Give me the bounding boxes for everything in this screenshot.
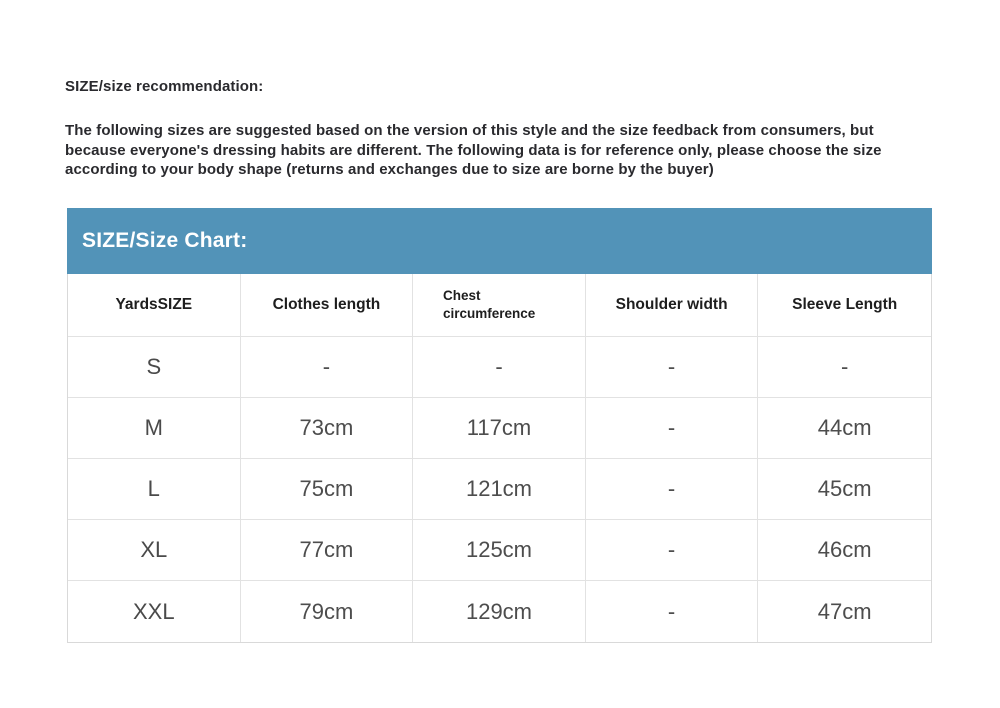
column-header-shoulder-width: Shoulder width (585, 274, 759, 337)
table-cell-size: XL (68, 520, 241, 581)
table-cell-chest: 117cm (413, 398, 586, 459)
table-cell-sleeve: 46cm (758, 520, 931, 581)
table-cell-shoulder: - (585, 581, 759, 642)
table-cell-clothes-length: 73cm (240, 398, 414, 459)
table-row-l: L 75cm 121cm - 45cm (68, 459, 931, 520)
table-cell-chest: 125cm (413, 520, 586, 581)
table-cell-shoulder: - (585, 459, 759, 520)
table-cell-sleeve: 44cm (758, 398, 931, 459)
column-header-label: Chest circumference (442, 288, 536, 321)
size-table: YardsSIZE Clothes length Chest circumfer… (67, 274, 932, 643)
table-cell-chest: 121cm (413, 459, 586, 520)
table-cell-shoulder: - (585, 337, 759, 398)
column-header-label: Clothes length (272, 296, 381, 313)
column-header-clothes-length: Clothes length (240, 274, 414, 337)
table-cell-sleeve: - (758, 337, 931, 398)
table-row-s: S - - - - (68, 337, 931, 398)
table-cell-sleeve: 47cm (758, 581, 931, 642)
table-cell-shoulder: - (585, 398, 759, 459)
table-cell-size: M (68, 398, 241, 459)
size-recommendation-title: SIZE/size recommendation: (65, 78, 264, 95)
table-cell-size: S (68, 337, 241, 398)
table-cell-clothes-length: 75cm (240, 459, 414, 520)
table-header-row: YardsSIZE Clothes length Chest circumfer… (68, 274, 931, 337)
column-header-yards-size: YardsSIZE (68, 274, 241, 337)
table-row-m: M 73cm 117cm - 44cm (68, 398, 931, 459)
size-recommendation-paragraph: The following sizes are suggested based … (65, 122, 882, 178)
column-header-sleeve-length: Sleeve Length (758, 274, 931, 337)
table-cell-clothes-length: 79cm (240, 581, 414, 642)
table-cell-chest: 129cm (413, 581, 586, 642)
column-header-label: Shoulder width (615, 296, 728, 313)
column-header-chest-circumference: Chest circumference (413, 274, 586, 337)
table-cell-size: XXL (68, 581, 241, 642)
table-cell-shoulder: - (585, 520, 759, 581)
table-cell-clothes-length: - (240, 337, 414, 398)
size-chart-section: SIZE/Size Chart: YardsSIZE Clothes lengt… (67, 208, 932, 643)
table-cell-chest: - (413, 337, 586, 398)
size-chart-title-bar: SIZE/Size Chart: (67, 208, 932, 274)
size-chart-title: SIZE/Size Chart: (82, 229, 248, 252)
table-cell-clothes-length: 77cm (240, 520, 414, 581)
column-header-label: Sleeve Length (792, 296, 898, 313)
table-cell-sleeve: 45cm (758, 459, 931, 520)
table-row-xl: XL 77cm 125cm - 46cm (68, 520, 931, 581)
table-cell-size: L (68, 459, 241, 520)
table-row-xxl: XXL 79cm 129cm - 47cm (68, 581, 931, 642)
column-header-label: YardsSIZE (115, 296, 193, 313)
